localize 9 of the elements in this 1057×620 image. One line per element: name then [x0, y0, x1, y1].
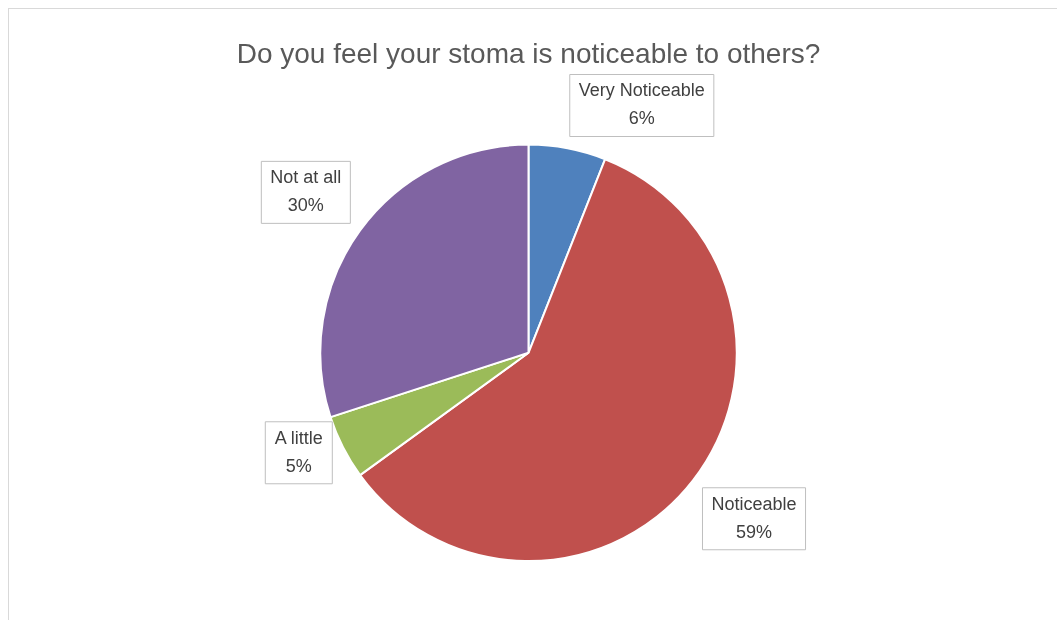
- slice-label: Very Noticeable: [578, 80, 705, 101]
- data-label: 5%: [285, 455, 312, 476]
- data-label: 59%: [736, 521, 773, 542]
- chart-title: Do you feel your stoma is noticeable to others?: [236, 37, 821, 69]
- slice-label: A little: [274, 427, 323, 448]
- data-label: 6%: [628, 108, 655, 129]
- slice-label: Noticeable: [711, 493, 797, 514]
- data-label: 30%: [287, 195, 324, 216]
- slice-label: Not at all: [270, 167, 342, 188]
